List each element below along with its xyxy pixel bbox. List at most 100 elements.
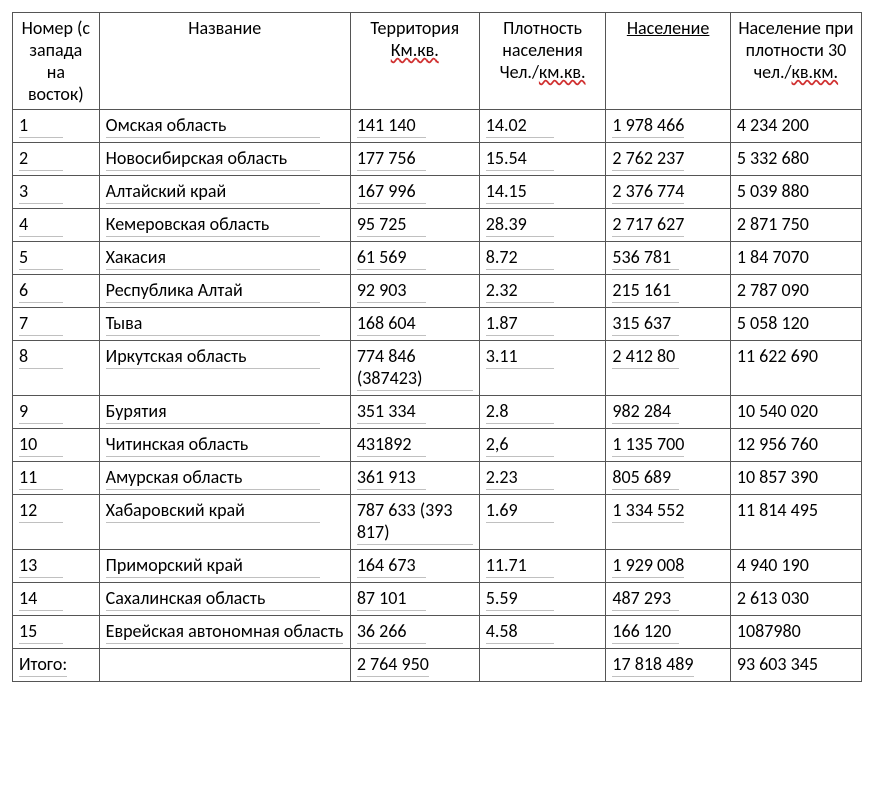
cell-territory: 141 140 [350,110,479,143]
cell-territory: 95 725 [350,209,479,242]
header-pop30-unit: кв.км. [792,61,839,83]
cell-territory: 92 903 [350,275,479,308]
cell-population: 2 717 627 [606,209,730,242]
footer-pop30-value: 93 603 345 [737,653,818,675]
cell-density: 15.54 [479,143,606,176]
cell-pop30-value: 2 613 030 [737,587,809,609]
cell-territory-value: 774 846 (387423) [357,345,473,391]
cell-name-value: Амурская область [106,466,320,490]
cell-number: 7 [13,308,100,341]
cell-territory: 351 334 [350,396,479,429]
cell-name: Сахалинская область [99,583,350,616]
cell-density: 14.02 [479,110,606,143]
cell-number: 1 [13,110,100,143]
table-row: 11Амурская область361 9132.23805 68910 8… [13,462,862,495]
cell-name: Иркутская область [99,341,350,396]
cell-territory-value: 167 996 [357,180,427,204]
footer-number: Итого: [13,649,100,682]
cell-number-value: 14 [19,587,63,611]
cell-pop30-value: 2 787 090 [737,279,809,301]
cell-pop30: 2 613 030 [730,583,861,616]
cell-density-value: 1.69 [486,499,554,523]
table-header: Номер (с запада на восток) Название Терр… [13,13,862,110]
cell-territory: 361 913 [350,462,479,495]
cell-density-value: 11.71 [486,554,554,578]
cell-number: 6 [13,275,100,308]
cell-population: 487 293 [606,583,730,616]
cell-population: 315 637 [606,308,730,341]
table-footer-row: Итого:2 764 95017 818 48993 603 345 [13,649,862,682]
cell-density: 4.58 [479,616,606,649]
cell-density: 5.59 [479,583,606,616]
table-row: 2Новосибирская область 177 756 15.54 2 762 … [13,143,862,176]
cell-density-value: 8.72 [486,246,554,270]
cell-number-value: 8 [19,345,63,369]
cell-name-value: Читинская область [106,433,320,457]
cell-territory: 61 569 [350,242,479,275]
cell-population-value: 1 135 700 [612,433,684,457]
cell-name-value: Хабаровский край [106,499,320,523]
cell-name: Бурятия [99,396,350,429]
cell-population: 1 978 466 [606,110,730,143]
cell-pop30-value: 1087980 [737,620,801,642]
cell-density: 2,6 [479,429,606,462]
cell-density: 1.69 [479,495,606,550]
cell-name-value: Еврейская автономная область [106,620,344,644]
cell-number: 9 [13,396,100,429]
cell-territory: 168 604 [350,308,479,341]
header-number-text: Номер (с запада на восток) [22,17,90,105]
cell-name: Новосибирская область [99,143,350,176]
cell-territory-value: 95 725 [357,213,427,237]
cell-density-value: 2,6 [486,433,554,457]
cell-pop30: 4 940 190 [730,550,861,583]
cell-pop30: 5 332 680 [730,143,861,176]
header-name-text: Название [188,17,261,39]
cell-territory-value: 87 101 [357,587,427,611]
cell-pop30-value: 10 857 390 [737,466,818,488]
header-territory-pre: Территория [370,17,459,39]
cell-number: 12 [13,495,100,550]
cell-number: 4 [13,209,100,242]
cell-pop30: 1087980 [730,616,861,649]
cell-population: 215 161 [606,275,730,308]
cell-population-value: 805 689 [612,466,679,490]
table-row: 8Иркутская область774 846 (387423)3.112 … [13,341,862,396]
cell-density: 1.87 [479,308,606,341]
cell-number-value: 6 [19,279,63,303]
cell-number: 2 [13,143,100,176]
cell-number-value: 4 [19,213,63,237]
cell-territory: 431892 [350,429,479,462]
cell-density: 14.15 [479,176,606,209]
cell-number-value: 13 [19,554,63,578]
cell-pop30-value: 4 940 190 [737,554,809,576]
table-row: 5Хакасия61 5698.72536 7811 84 7070 [13,242,862,275]
cell-name: Хакасия [99,242,350,275]
cell-name-value: Новосибирская область [106,147,320,171]
cell-pop30-value: 4 234 200 [737,114,809,136]
cell-pop30-value: 12 956 760 [737,433,818,455]
cell-territory-value: 177 756 [357,147,427,171]
cell-pop30: 12 956 760 [730,429,861,462]
cell-number: 14 [13,583,100,616]
col-header-pop30: Население при плотности 30 чел./кв.км. [730,13,861,110]
cell-population-value: 487 293 [612,587,679,611]
cell-density: 11.71 [479,550,606,583]
cell-name: Хабаровский край [99,495,350,550]
cell-density: 2.23 [479,462,606,495]
cell-population-value: 2 412 80 [612,345,679,369]
cell-number-value: 1 [19,114,63,138]
cell-territory-value: 168 604 [357,312,427,336]
cell-name-value: Иркутская область [106,345,320,369]
cell-name-value: Хакасия [106,246,320,270]
cell-population: 2 762 237 [606,143,730,176]
cell-pop30-value: 5 039 880 [737,180,809,202]
cell-number: 5 [13,242,100,275]
cell-territory: 36 266 [350,616,479,649]
table-row: 4Кемеровская область95 72528.392 717 627… [13,209,862,242]
cell-name-value: Приморский край [106,554,320,578]
footer-territory: 2 764 950 [350,649,479,682]
cell-density-value: 15.54 [486,147,554,171]
cell-pop30: 2 787 090 [730,275,861,308]
cell-territory: 87 101 [350,583,479,616]
cell-pop30: 4 234 200 [730,110,861,143]
